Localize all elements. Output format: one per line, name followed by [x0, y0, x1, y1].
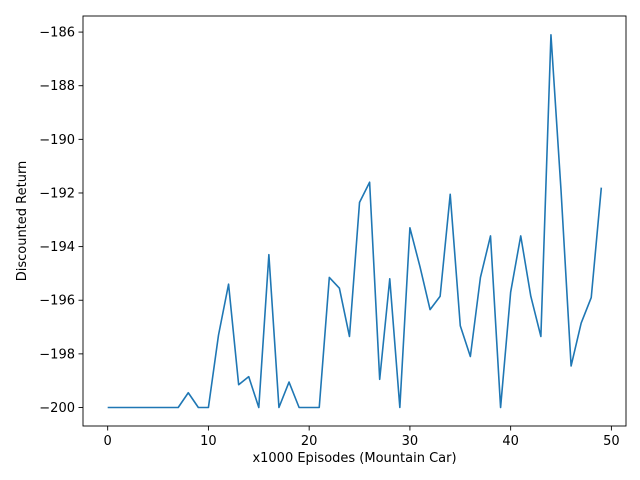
y-tick-label: −198: [39, 347, 75, 362]
x-tick-label: 20: [301, 434, 318, 449]
x-tick-label: 40: [502, 434, 519, 449]
x-tick-label: 50: [603, 434, 620, 449]
ticks-layer: 0 10 20 30 40 50 −200 −198 −196 −194 −192 −190 −188 −…: [39, 26, 619, 449]
x-tick-label: 30: [402, 434, 419, 449]
y-tick-label: −200: [39, 401, 75, 416]
y-tick-label: −186: [39, 26, 75, 41]
y-tick-label: −194: [39, 240, 75, 255]
x-tick-label: 10: [200, 434, 217, 449]
y-tick-label: −190: [39, 133, 75, 148]
y-tick-label: −192: [39, 186, 75, 201]
x-axis-label: x1000 Episodes (Mountain Car): [252, 451, 456, 466]
series-layer: [107, 33, 603, 409]
y-tick-label: −196: [39, 294, 75, 309]
plot-frame: [82, 15, 627, 427]
y-tick-label: −188: [39, 79, 75, 94]
series-line-0: [107, 33, 603, 409]
x-tick-label: 0: [104, 434, 112, 449]
y-axis-label: Discounted Return: [15, 161, 30, 282]
